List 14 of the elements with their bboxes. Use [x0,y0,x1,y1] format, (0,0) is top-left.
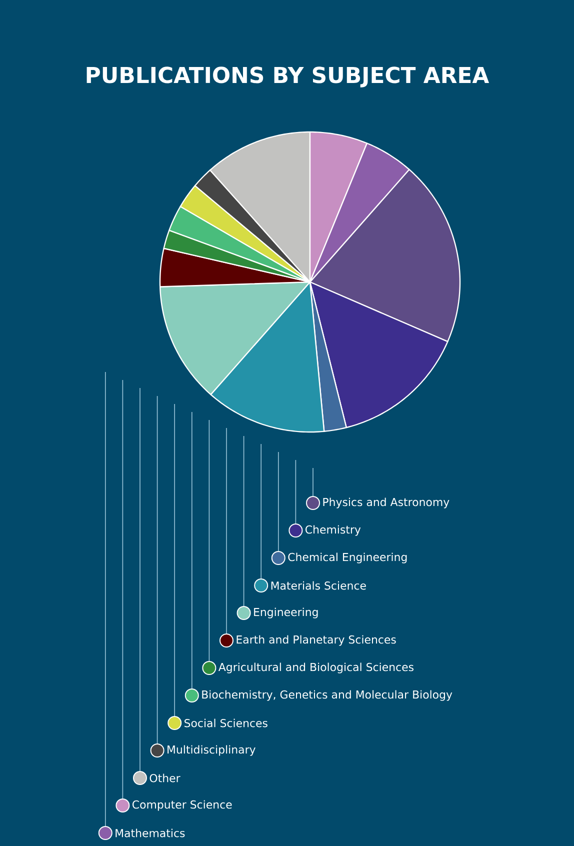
chart-title: PUBLICATIONS BY SUBJECT AREA [86,66,490,88]
legend-label: Biochemistry, Genetics and Molecular Biology [202,690,452,701]
legend-label: Chemical Engineering [288,552,407,564]
legend-label: Other [150,774,180,782]
legend-label: Agricultural and Biological Sciences [218,662,414,674]
legend-label: Earth and Planetary Sciences [236,635,396,646]
legend-label: Chemistry [306,525,361,536]
legend-label: Computer Science [132,800,232,811]
legend-label: Multidisciplinary [168,745,256,756]
legend-label: Mathematics [116,828,185,838]
legend-label: Social Sciences [184,718,268,728]
legend-label: Materials Science [271,581,366,590]
legend-label: Engineering [254,608,318,618]
legend-label: Physics and Astronomy [323,498,450,508]
